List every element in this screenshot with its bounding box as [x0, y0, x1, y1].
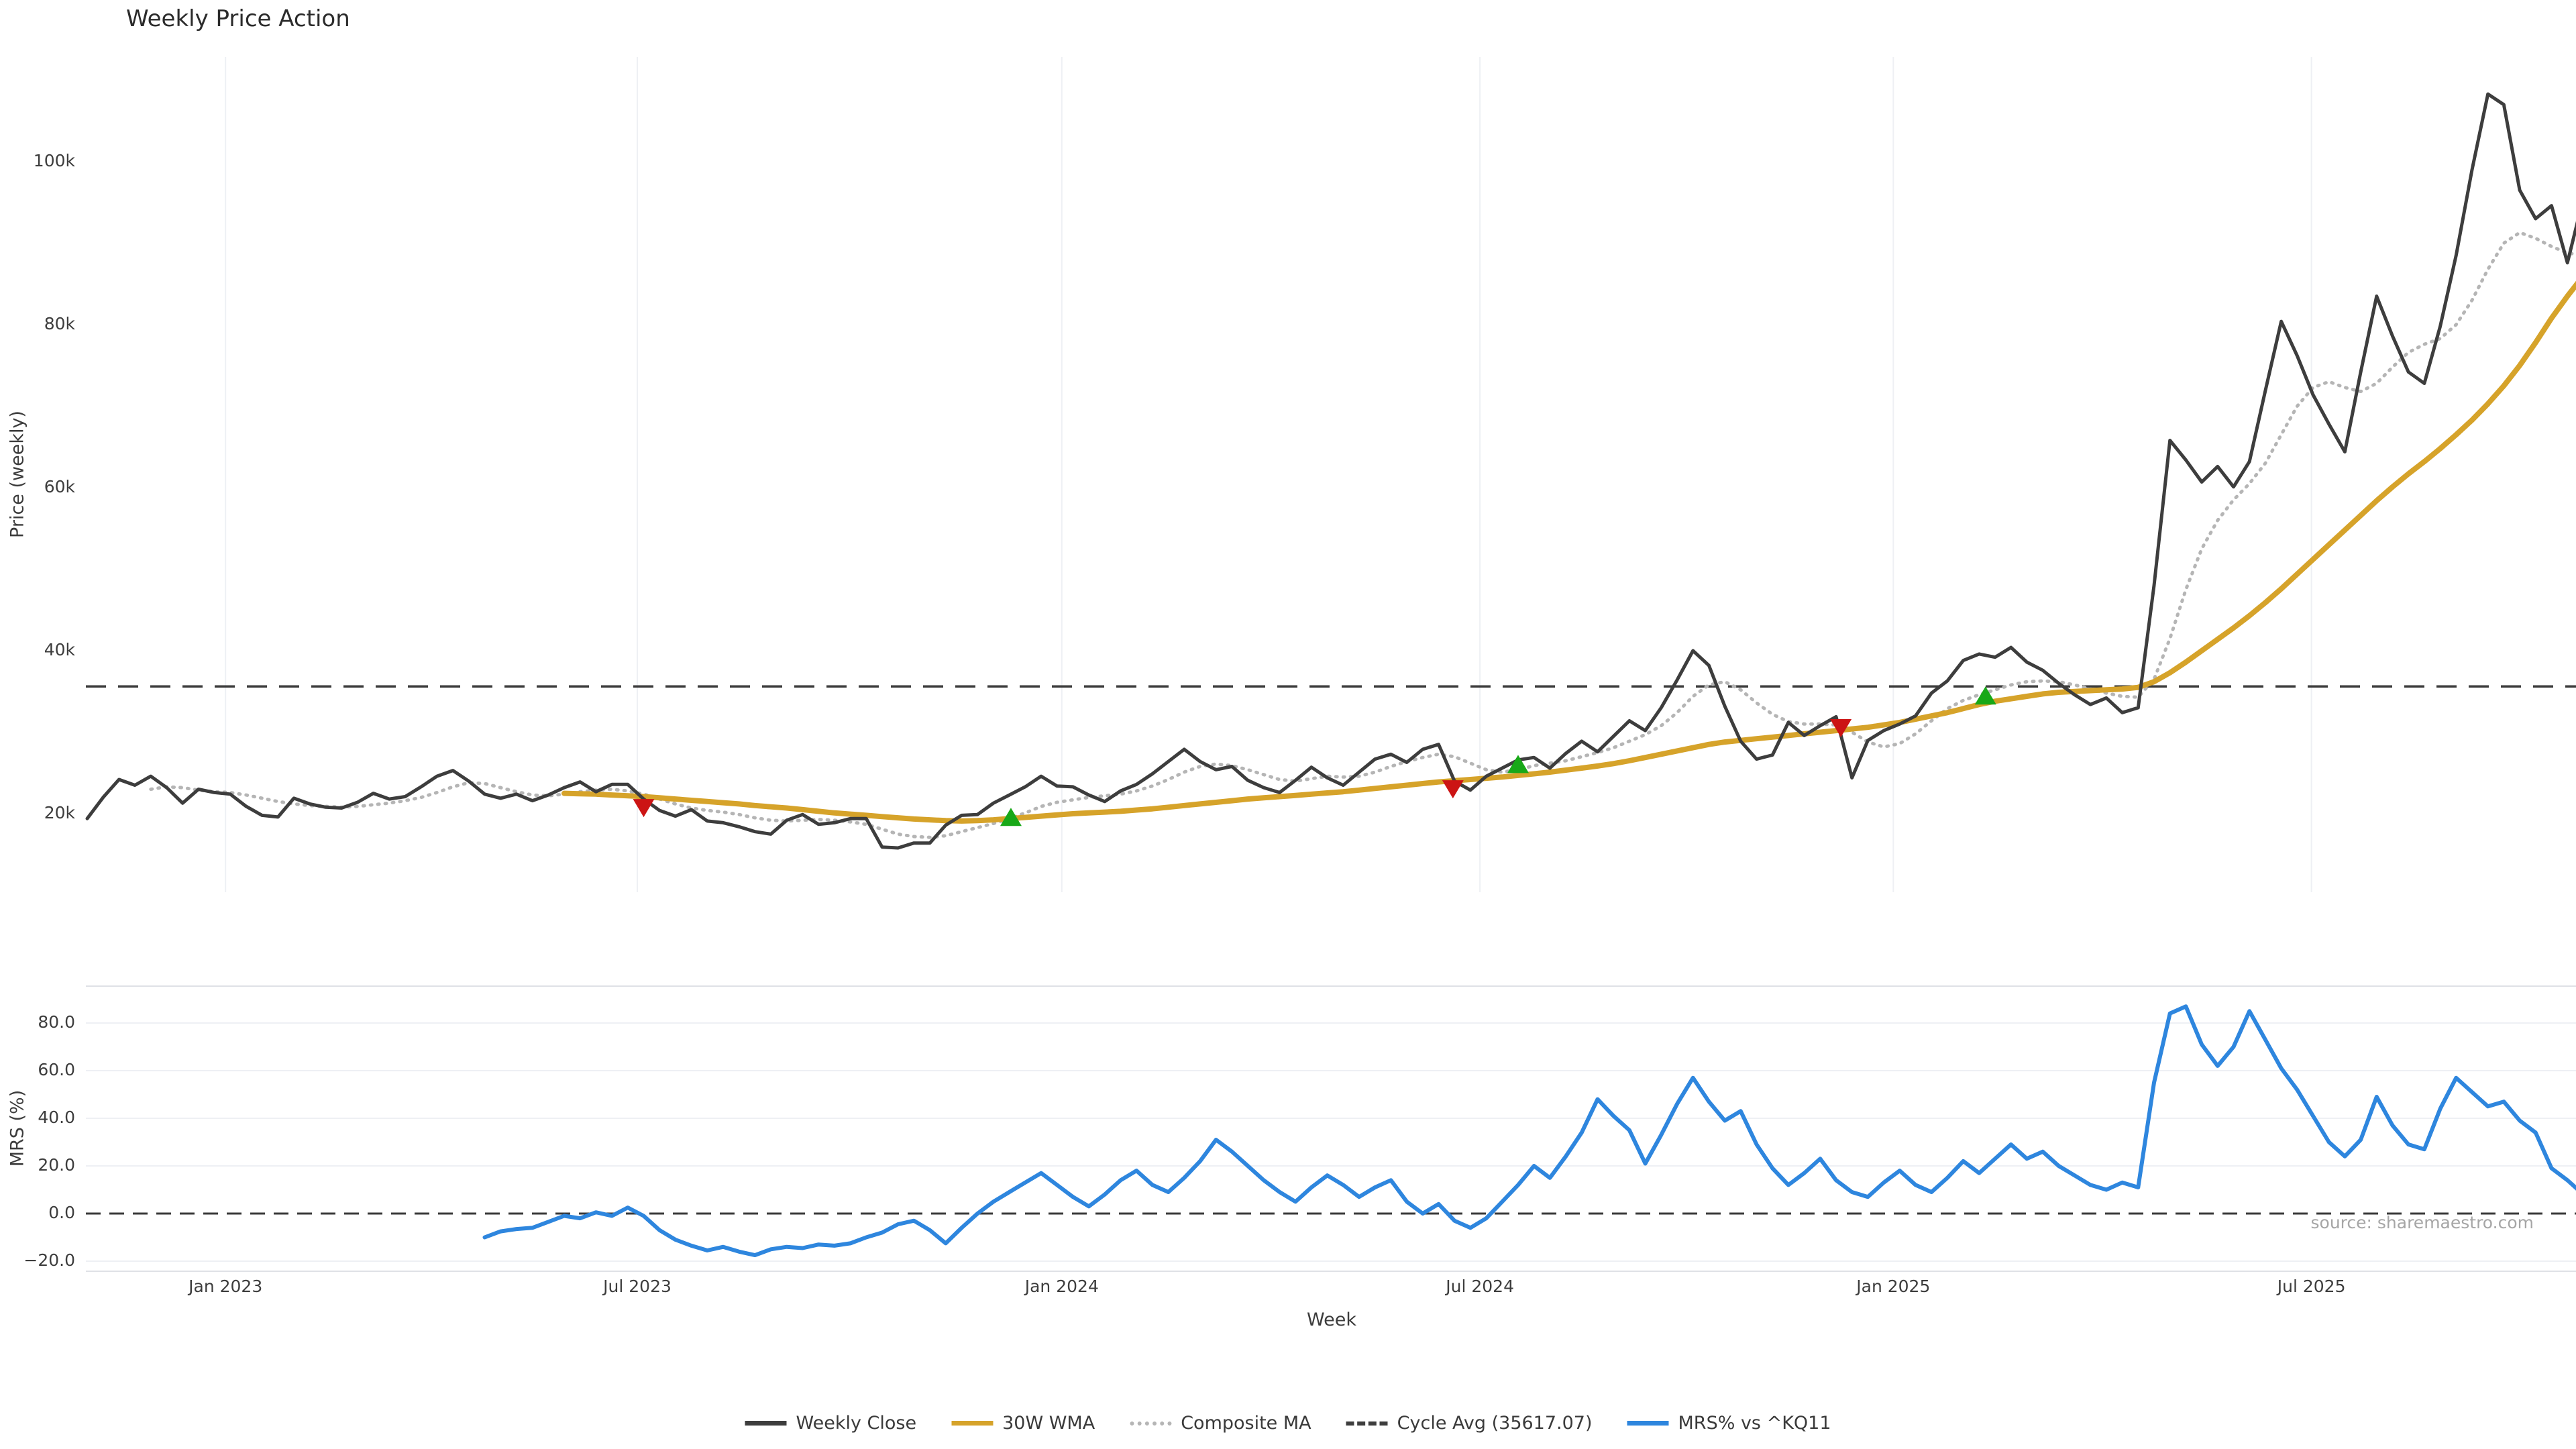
legend: Weekly Close 30W WMA Composite MA Cycle Avg…: [745, 1413, 1831, 1434]
legend-swatch: [1130, 1421, 1172, 1426]
legend-item-mrs-vs-kq11: MRS% vs ^KQ11: [1627, 1413, 1831, 1434]
mrs-ytick-80: 80.0: [38, 1012, 75, 1032]
mrs-ytick-60: 60.0: [38, 1060, 75, 1079]
buy-marker: [1000, 808, 1022, 826]
legend-item-30w-wma: 30W WMA: [951, 1413, 1095, 1434]
legend-label: Weekly Close: [796, 1413, 917, 1434]
price-ytick-20k: 20k: [44, 803, 75, 822]
mrs-line: [482, 1004, 2576, 1258]
legend-label: Cycle Avg (35617.07): [1397, 1413, 1593, 1434]
xtick-jul-2024: Jul 2024: [1446, 1277, 1514, 1296]
weekly-close-line: [85, 92, 2576, 850]
sell-marker: [1830, 718, 1852, 737]
price-axis-label: Price (weekly): [7, 411, 28, 538]
xtick-jan-2023: Jan 2023: [189, 1277, 263, 1296]
xtick-jul-2025: Jul 2025: [2277, 1277, 2346, 1296]
xtick-jul-2023: Jul 2023: [603, 1277, 672, 1296]
mrs-ytick-0: 0.0: [48, 1203, 75, 1222]
legend-swatch: [951, 1421, 994, 1426]
legend-swatch: [1346, 1421, 1388, 1426]
buy-marker: [1507, 755, 1529, 773]
composite-ma-line: [149, 231, 2576, 839]
legend-label: 30W WMA: [1002, 1413, 1095, 1434]
price-ytick-40k: 40k: [44, 640, 75, 659]
legend-item-composite-ma: Composite MA: [1130, 1413, 1311, 1434]
mrs-ytick-20: 20.0: [38, 1155, 75, 1175]
mrs-ytick-40: 40.0: [38, 1108, 75, 1127]
buy-marker: [1974, 686, 1996, 705]
legend-label: MRS% vs ^KQ11: [1678, 1413, 1831, 1434]
xtick-jan-2025: Jan 2025: [1856, 1277, 1931, 1296]
legend-swatch: [1627, 1421, 1669, 1426]
price-ytick-100k: 100k: [33, 151, 75, 170]
source-note: source: sharemaestro.com: [2310, 1213, 2534, 1232]
sell-marker: [1442, 780, 1464, 799]
price-ytick-80k: 80k: [44, 314, 75, 333]
page-title: Weekly Price Action: [126, 5, 350, 32]
legend-item-cycle-avg-35617-07-: Cycle Avg (35617.07): [1346, 1413, 1593, 1434]
wma-line: [561, 280, 2576, 824]
week-axis-label: Week: [1307, 1309, 1356, 1330]
xtick-jan-2024: Jan 2024: [1024, 1277, 1099, 1296]
price-ytick-60k: 60k: [44, 477, 75, 496]
sell-marker: [633, 799, 655, 818]
legend-label: Composite MA: [1181, 1413, 1311, 1434]
legend-item-weekly-close: Weekly Close: [745, 1413, 916, 1434]
legend-swatch: [745, 1421, 787, 1426]
mrs-ytick--20: −20.0: [23, 1250, 75, 1270]
